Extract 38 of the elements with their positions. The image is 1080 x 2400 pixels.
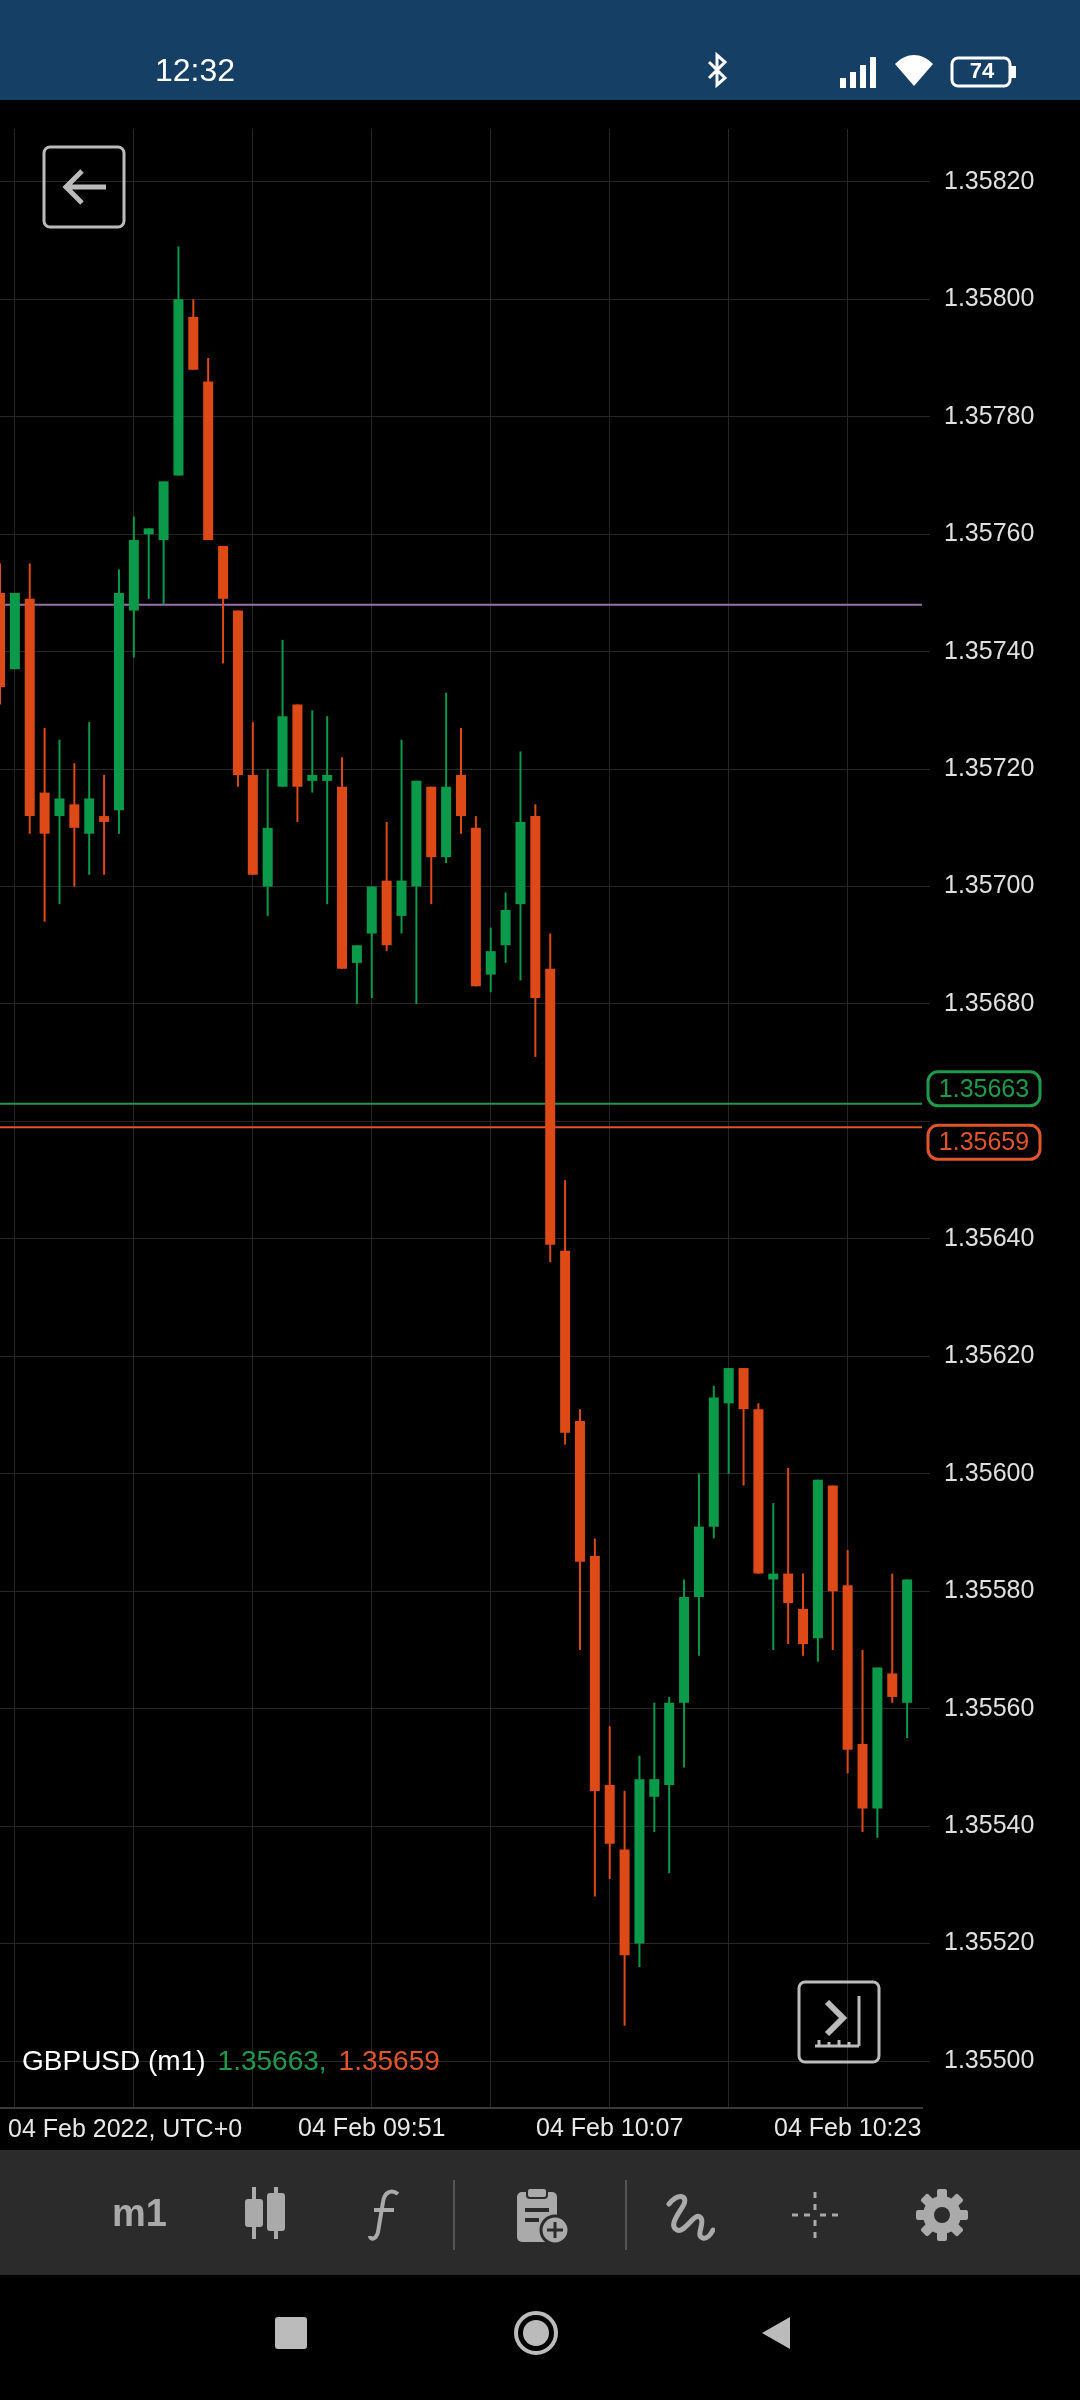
y-tick-label: 1.35680 [944, 987, 1035, 1016]
candlestick [351, 944, 362, 1005]
candlestick [485, 926, 496, 994]
y-tick-label: 1.35600 [944, 1457, 1035, 1486]
text: m1 [112, 2192, 167, 2235]
text: 12:32 [155, 52, 236, 89]
y-tick-label: 1.35700 [944, 870, 1035, 899]
x-tick-label: 04 Feb 09:51 [298, 2112, 446, 2141]
candlestick [99, 773, 110, 876]
candlestick [143, 527, 154, 600]
candlestick [887, 1572, 898, 1704]
y-tick-label: 1.35640 [944, 1222, 1035, 1251]
y-tick-label: 1.35620 [944, 1340, 1035, 1369]
y-tick-label: 1.35820 [944, 165, 1035, 194]
ref-line-label: 1.35659 [938, 1127, 1030, 1156]
x-tick-label: 04 Feb 10:23 [773, 2112, 922, 2141]
candlestick [69, 762, 80, 888]
y-tick-label: 1.35560 [944, 1692, 1035, 1721]
ref-line-label: 1.35663 [938, 1073, 1030, 1102]
annotation: 1.35659 [338, 2044, 440, 2076]
y-tick-label: 1.35720 [944, 752, 1035, 781]
y-tick-label: 1.35740 [944, 635, 1035, 664]
text: 74 [968, 58, 996, 84]
y-tick-label: 1.35500 [944, 2044, 1035, 2073]
y-tick-label: 1.35800 [944, 283, 1035, 312]
candlestick [322, 715, 333, 906]
candlestick [649, 1701, 660, 1833]
candlestick [307, 709, 318, 794]
candlestick [54, 738, 65, 906]
x-axis-title: 04 Feb 2022, UTC+0 [8, 2113, 243, 2142]
y-tick-label: 1.35520 [944, 1927, 1035, 1956]
y-tick-label: 1.35540 [944, 1810, 1035, 1839]
y-tick-label: 1.35580 [944, 1575, 1035, 1604]
y-tick-label: 1.35780 [944, 400, 1035, 429]
x-tick-label: 04 Feb 10:07 [536, 2112, 684, 2141]
annotation: GBPUSD (m1) [22, 2044, 206, 2076]
annotation: 1.35663, [217, 2044, 327, 2076]
y-tick-label: 1.35760 [944, 518, 1035, 547]
